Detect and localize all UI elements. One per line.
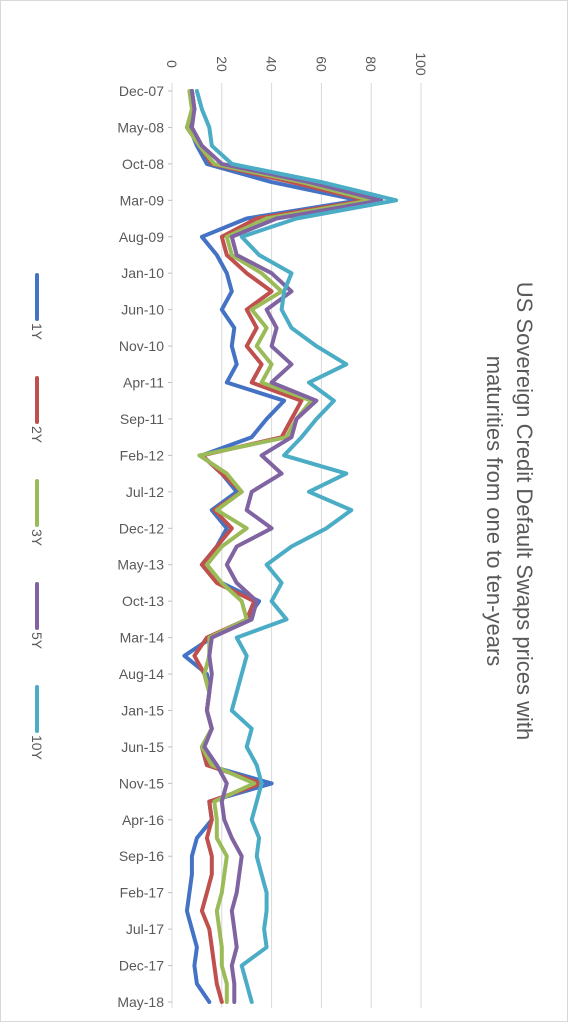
date-axis-labels: Dec-07 May-08 Oct-08 Mar-09 Aug-09 Jan-10 Jun-… (117, 83, 164, 1010)
date-tick-label: Jan-10 (121, 265, 164, 281)
date-tick-label: Jul-12 (126, 484, 164, 500)
date-tick-label: Dec-17 (119, 958, 164, 974)
date-tick-label: Jun-10 (121, 302, 164, 318)
date-tick-label: May-18 (117, 994, 164, 1010)
date-tick-label: Oct-13 (122, 593, 164, 609)
date-tick-label: Dec-12 (119, 520, 164, 536)
series-line-3y (184, 89, 374, 1004)
series-line-5y (189, 89, 384, 1004)
date-tick-label: Aug-14 (119, 666, 164, 682)
series-lines (182, 89, 399, 1004)
legend-label-1y: 1Y (29, 323, 45, 341)
date-tick-label: May-13 (117, 557, 164, 573)
date-tick-label: Dec-07 (119, 83, 164, 99)
value-tick-label: 80 (363, 56, 379, 72)
series-line-10y (194, 89, 399, 1004)
date-tick-label: May-08 (117, 119, 164, 135)
date-tick-label: Jan-15 (121, 702, 164, 718)
date-tick-label: Jul-17 (126, 921, 164, 937)
legend: 1Y 2Y 3Y 5Y 10Y (29, 273, 45, 761)
chart-title-line-1: US Sovereign Credit Default Swaps prices… (512, 282, 537, 741)
date-tick-label: Sep-16 (119, 848, 164, 864)
chart-title: US Sovereign Credit Default Swaps prices… (482, 282, 537, 741)
date-tick-label: Oct-08 (122, 156, 164, 172)
value-tick-label: 0 (164, 60, 180, 68)
date-tick-label: Sep-11 (120, 411, 164, 427)
date-tick-label: Jun-15 (121, 739, 164, 755)
legend-label-10y: 10Y (29, 735, 45, 761)
value-tick-label: 100 (413, 52, 429, 76)
date-tick-label: Apr-16 (122, 812, 164, 828)
legend-label-3y: 3Y (29, 529, 45, 547)
series-line-2y (184, 89, 369, 1004)
date-tick-label: Nov-15 (119, 775, 164, 791)
chart-title-line-2: maturities from one to ten-years (482, 356, 507, 667)
legend-label-5y: 5Y (29, 632, 45, 650)
date-tick-label: Feb-12 (120, 447, 165, 463)
legend-label-2y: 2Y (29, 426, 45, 444)
date-tick-label: Nov-10 (119, 338, 164, 354)
value-tick-label: 40 (264, 56, 280, 72)
date-tick-label: Aug-09 (119, 229, 164, 245)
date-tick-label: Mar-09 (120, 192, 165, 208)
value-tick-label: 60 (313, 56, 329, 72)
date-tick-label: Feb-17 (120, 885, 165, 901)
date-tick-label: Mar-14 (120, 630, 165, 646)
date-tick-label: Apr-11 (123, 375, 164, 391)
value-axis-labels: 0 20 40 60 80 100 (164, 52, 429, 76)
value-tick-label: 20 (214, 56, 230, 72)
